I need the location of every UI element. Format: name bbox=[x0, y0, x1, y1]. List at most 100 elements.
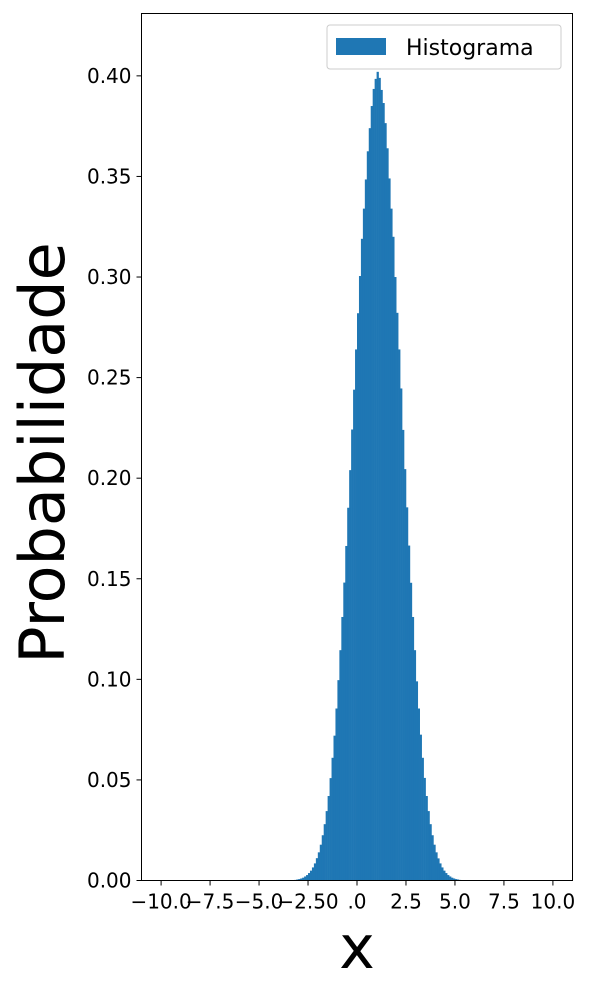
histogram-bar bbox=[445, 873, 448, 881]
histogram-bar bbox=[353, 389, 356, 881]
histogram-bar bbox=[451, 877, 454, 881]
legend-label: Histograma bbox=[406, 36, 534, 61]
histogram-bar bbox=[360, 238, 364, 881]
histogram-bar bbox=[384, 123, 387, 881]
histogram-bar bbox=[335, 708, 338, 881]
histogram-bar bbox=[309, 870, 313, 881]
histogram-bar bbox=[372, 88, 375, 881]
histogram-bar bbox=[302, 877, 305, 881]
histogram-bar bbox=[447, 875, 450, 881]
histogram-bar bbox=[413, 650, 417, 881]
histogram-bar bbox=[452, 878, 456, 881]
histogram-bar bbox=[366, 151, 370, 881]
x-tick-label: 5.0 bbox=[439, 890, 471, 914]
histogram-bar bbox=[404, 469, 407, 881]
histogram-bars bbox=[288, 71, 468, 881]
histogram-bar bbox=[427, 811, 430, 881]
histogram-bar bbox=[321, 835, 324, 881]
histogram-bar bbox=[319, 844, 323, 881]
y-tick-label: 0.15 bbox=[87, 567, 132, 591]
y-tick-label: 0.25 bbox=[87, 366, 132, 390]
histogram-bar bbox=[390, 208, 393, 881]
histogram-bar bbox=[402, 429, 405, 881]
histogram-bar bbox=[392, 236, 395, 881]
x-tick-label: −2.50 bbox=[277, 890, 338, 914]
x-tick-label: .0 bbox=[347, 890, 366, 914]
histogram-bar bbox=[325, 811, 328, 881]
histogram-bar bbox=[411, 616, 415, 881]
histogram-bar bbox=[345, 545, 348, 881]
histogram-bar bbox=[407, 545, 411, 881]
histogram-bar bbox=[364, 179, 368, 881]
histogram-bar bbox=[400, 388, 403, 881]
histogram-bar bbox=[409, 582, 413, 881]
histogram-bar bbox=[417, 708, 420, 881]
histogram-bar bbox=[368, 128, 372, 881]
histogram-bar bbox=[415, 681, 419, 881]
histogram-bar bbox=[429, 824, 432, 881]
histogram-bar bbox=[370, 106, 373, 881]
histogram-bar bbox=[351, 429, 354, 881]
histogram-bar bbox=[358, 276, 362, 881]
legend-swatch bbox=[336, 38, 386, 55]
histogram-bar bbox=[315, 858, 319, 881]
y-tick-label: 0.20 bbox=[87, 466, 132, 490]
histogram-bar bbox=[378, 77, 381, 881]
histogram-bar bbox=[425, 796, 428, 881]
histogram-bar bbox=[306, 875, 309, 881]
histogram-bar bbox=[300, 878, 303, 881]
x-tick-label: 7.5 bbox=[488, 890, 520, 914]
y-tick-label: 0.05 bbox=[87, 768, 132, 792]
histogram-bar bbox=[380, 89, 383, 881]
histogram-bar bbox=[341, 616, 344, 881]
histogram-bar bbox=[355, 349, 358, 881]
histogram-bar bbox=[449, 876, 452, 881]
histogram-bar bbox=[419, 734, 422, 881]
histogram-bar bbox=[374, 78, 377, 881]
histogram-bar bbox=[398, 349, 401, 881]
histogram-bar bbox=[394, 277, 397, 881]
histogram-bar bbox=[362, 208, 366, 881]
histogram-bar bbox=[423, 777, 426, 881]
x-tick-label: 10.0 bbox=[531, 890, 576, 914]
histogram-bar bbox=[431, 835, 434, 881]
histogram-bar bbox=[311, 867, 315, 881]
histogram-bar bbox=[456, 879, 460, 881]
histogram-bar bbox=[382, 103, 385, 881]
x-axis: −10.0−7.5 −5.0−2.50 .0 2.5 5.0 7.5 10.0 bbox=[130, 880, 576, 914]
histogram-bar bbox=[339, 650, 342, 881]
histogram-bar bbox=[454, 879, 458, 881]
histogram-bar bbox=[333, 735, 336, 881]
histogram-bar bbox=[405, 507, 409, 881]
histogram-bar bbox=[304, 876, 307, 881]
histogram-bar bbox=[437, 858, 440, 881]
x-tick-label: −5.0 bbox=[235, 890, 284, 914]
histogram-bar bbox=[327, 796, 330, 881]
histogram-bar bbox=[331, 757, 334, 881]
x-axis-title: x bbox=[339, 913, 375, 983]
y-axis-title: Probabilidade bbox=[6, 242, 79, 664]
y-axis: 0.00 0.05 0.10 0.15 0.20 0.25 0.30 0.35 0.40 bbox=[87, 64, 142, 893]
legend-box bbox=[326, 24, 562, 70]
histogram-bar bbox=[349, 470, 352, 881]
histogram-bar bbox=[308, 873, 311, 881]
histogram-bar bbox=[313, 863, 317, 881]
histogram-bar bbox=[386, 148, 389, 881]
histogram-bar bbox=[298, 879, 301, 881]
y-tick-label: 0.35 bbox=[87, 164, 132, 188]
histogram-bar bbox=[357, 313, 360, 881]
histogram-bar bbox=[323, 824, 326, 881]
y-tick-label: 0.10 bbox=[87, 667, 132, 691]
histogram-bar bbox=[396, 312, 399, 881]
histogram-bar bbox=[421, 757, 424, 881]
histogram-bar bbox=[388, 178, 391, 881]
histogram-bar bbox=[329, 778, 332, 881]
histogram-bar bbox=[443, 870, 446, 881]
y-tick-label: 0.30 bbox=[87, 265, 132, 289]
histogram-bar bbox=[441, 867, 444, 881]
x-tick-label: −10.0 bbox=[130, 890, 191, 914]
y-tick-label: 0.00 bbox=[87, 869, 132, 893]
histogram-bar bbox=[347, 507, 350, 881]
histogram-bar bbox=[433, 844, 436, 881]
